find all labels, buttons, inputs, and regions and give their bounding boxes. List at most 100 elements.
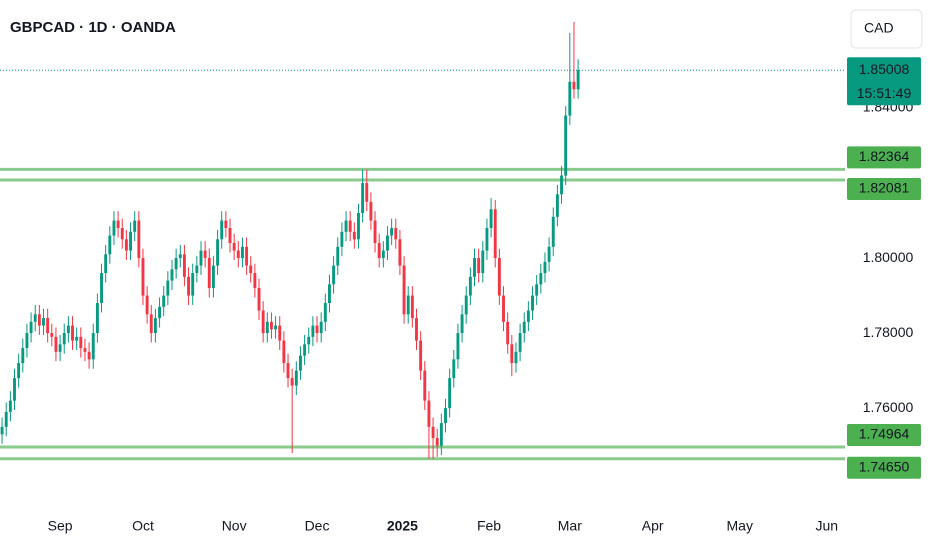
y-tick-label: 1.78000 xyxy=(863,324,914,340)
candle-body xyxy=(431,426,435,439)
candle-body xyxy=(42,318,45,326)
candle-body xyxy=(502,295,505,322)
chart-title: GBPCAD · 1D · OANDA xyxy=(10,19,176,36)
candle-body xyxy=(419,340,423,371)
candle-body xyxy=(299,355,302,371)
candle-body xyxy=(394,228,398,240)
candle-body xyxy=(21,348,25,364)
countdown-label: 15:51:49 xyxy=(857,85,912,101)
candle-body xyxy=(170,269,174,281)
x-tick-label: Mar xyxy=(558,518,582,534)
candle-body xyxy=(340,231,344,247)
candle-body xyxy=(361,183,365,214)
candle-body xyxy=(423,370,427,401)
candle-body xyxy=(415,318,418,341)
candle-body xyxy=(303,344,307,356)
candle-body xyxy=(477,258,481,274)
candle-body xyxy=(216,239,220,266)
x-tick-label: Feb xyxy=(477,518,501,534)
candle-body xyxy=(149,314,153,334)
candle-body xyxy=(294,370,298,386)
candle-body xyxy=(228,228,232,244)
candle-body xyxy=(452,359,456,379)
candle-body xyxy=(191,273,195,296)
candle-body xyxy=(560,175,563,195)
candle-body xyxy=(572,81,576,90)
candle-body xyxy=(124,239,128,251)
candle-body xyxy=(95,303,99,334)
candle-body xyxy=(195,265,199,274)
currency-button[interactable] xyxy=(850,9,923,49)
candle-body xyxy=(87,351,91,360)
candle-body xyxy=(402,265,406,315)
candle-body xyxy=(369,201,373,221)
candle-body xyxy=(0,426,4,435)
level-label-box xyxy=(847,178,921,201)
candle-body xyxy=(460,314,464,334)
candle-body xyxy=(506,321,510,345)
candle-body xyxy=(323,303,327,322)
candle-body xyxy=(116,220,120,229)
candle-body xyxy=(232,243,236,251)
candle-body xyxy=(510,344,514,364)
x-tick-label: May xyxy=(727,518,753,534)
candle-body xyxy=(543,261,547,274)
price-axis: 1.760001.780001.800001.840001.823641.820… xyxy=(845,57,921,479)
y-tick-label: 1.80000 xyxy=(863,249,914,265)
candle-body xyxy=(75,336,79,341)
x-tick-label: Nov xyxy=(222,518,247,534)
level-label: 1.74650 xyxy=(859,458,910,474)
candle-body xyxy=(448,378,452,409)
candle-body xyxy=(514,351,518,364)
candle-body xyxy=(79,336,83,349)
candle-body xyxy=(439,423,443,446)
candle-body xyxy=(240,246,244,259)
candle-body xyxy=(386,235,389,251)
candle-body xyxy=(348,220,352,232)
candle-body xyxy=(220,220,224,240)
candle-body xyxy=(564,115,568,176)
y-tick-label: 1.76000 xyxy=(863,399,914,415)
level-label: 1.82081 xyxy=(859,180,910,196)
candle-body xyxy=(120,228,124,240)
candle-body xyxy=(547,246,551,262)
candle-body xyxy=(257,288,261,311)
candle-body xyxy=(158,306,162,319)
candle-body xyxy=(261,310,265,334)
candle-body xyxy=(178,254,182,259)
candle-body xyxy=(485,228,489,251)
candle-body xyxy=(108,235,112,255)
candle-body xyxy=(493,209,497,259)
candle-body xyxy=(444,408,447,424)
candle-body xyxy=(54,336,58,352)
candle-body xyxy=(25,333,29,349)
candle-body xyxy=(112,220,116,236)
candle-body xyxy=(104,254,108,274)
candle-body xyxy=(365,183,369,202)
candle-body xyxy=(100,273,103,304)
candle-body xyxy=(29,321,33,334)
x-tick-label: Apr xyxy=(642,518,664,534)
candle-body xyxy=(83,348,87,352)
candle-body xyxy=(332,265,336,285)
plot-area: Sep Oct Nov Dec 2025 Feb Mar Apr May Jun xyxy=(0,21,845,534)
candle-body xyxy=(427,400,431,427)
candle-body xyxy=(278,325,282,341)
last-price-label: 1.85008 xyxy=(859,61,910,77)
x-tick-label: Dec xyxy=(305,518,330,534)
candle-body xyxy=(265,321,269,334)
candle-body xyxy=(224,220,228,229)
candle-body xyxy=(91,333,95,360)
candle-body xyxy=(37,314,41,326)
level-label-box xyxy=(847,146,921,169)
candle-body xyxy=(236,250,240,259)
candle-body xyxy=(129,231,132,251)
candle-body xyxy=(381,250,385,259)
candle-body xyxy=(207,258,211,289)
candle-body xyxy=(71,325,74,341)
currency-label: CAD xyxy=(864,20,894,36)
candle-body xyxy=(62,333,66,345)
candle-body xyxy=(50,333,54,337)
